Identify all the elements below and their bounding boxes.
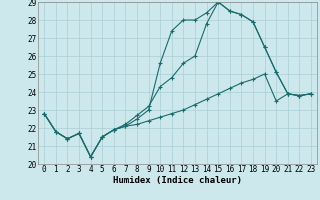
X-axis label: Humidex (Indice chaleur): Humidex (Indice chaleur) <box>113 176 242 185</box>
